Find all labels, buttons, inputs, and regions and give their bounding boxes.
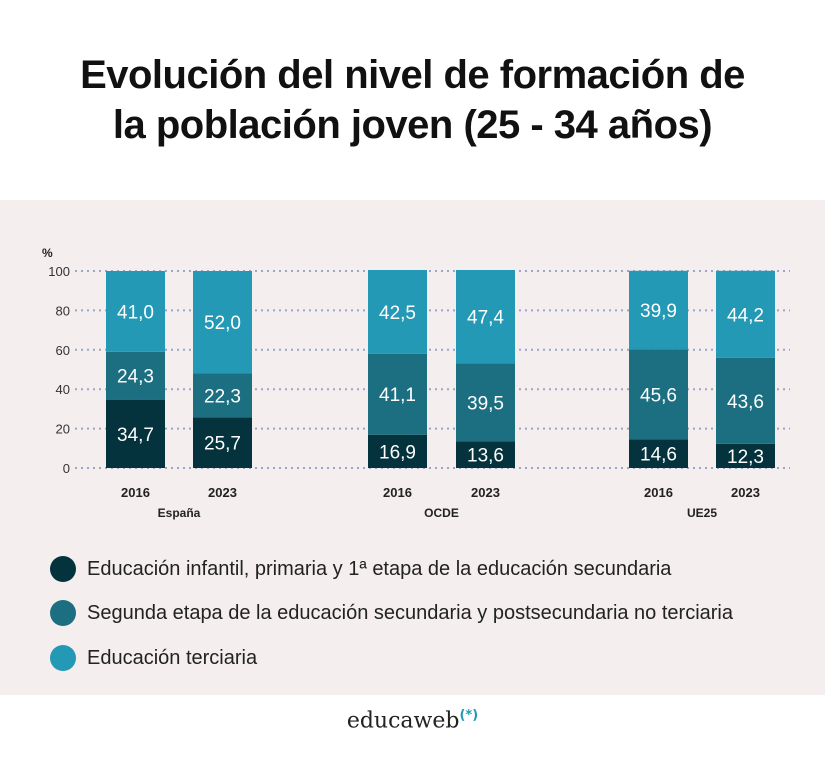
- group-label: España: [158, 506, 201, 520]
- bar-segment: [368, 353, 427, 435]
- x-tick-label: 2023: [208, 485, 237, 500]
- data-label: 41,0: [117, 302, 154, 323]
- brand-mark: (*): [459, 708, 479, 723]
- bar-segment: [368, 434, 427, 468]
- group-label: UE25: [687, 506, 717, 520]
- bar-segment: [456, 270, 515, 364]
- bar-segment: [629, 439, 688, 468]
- bar-segment: [716, 357, 775, 444]
- x-tick-label: 2016: [644, 485, 673, 500]
- x-tick-label: 2016: [383, 485, 412, 500]
- y-tick-label: 0: [63, 461, 70, 476]
- legend-swatch: [50, 556, 76, 582]
- legend-item-secondary: Segunda etapa de la educación secundaria…: [50, 600, 733, 626]
- legend-item-primary: Educación infantil, primaria y 1ª etapa …: [50, 556, 671, 582]
- data-label: 39,9: [640, 301, 677, 322]
- bar-segment: [106, 271, 165, 352]
- bar-segment: [193, 271, 252, 374]
- title-line-1: Evolución del nivel de formación de: [80, 53, 745, 97]
- bar-segment: [716, 270, 775, 358]
- brand-name: educaweb: [346, 708, 460, 734]
- data-label: 24,3: [117, 367, 154, 388]
- chart-title: Evolución del nivel de formación de la p…: [0, 50, 825, 150]
- y-tick-label: 20: [56, 422, 70, 437]
- data-label: 25,7: [204, 434, 241, 455]
- data-label: 44,2: [727, 305, 764, 326]
- bar-segment: [716, 443, 775, 468]
- x-tick-label: 2016: [121, 485, 150, 500]
- y-tick-label: 60: [56, 343, 70, 358]
- bar-segment: [456, 363, 515, 442]
- data-label: 43,6: [727, 392, 764, 413]
- bar-segment: [106, 351, 165, 400]
- bar-segment: [193, 417, 252, 468]
- legend-label: Segunda etapa de la educación secundaria…: [87, 601, 733, 624]
- legend-item-tertiary: Educación terciaria: [50, 645, 257, 671]
- y-tick-label: 40: [56, 382, 70, 397]
- data-label: 22,3: [204, 386, 241, 407]
- y-axis-label: %: [42, 246, 53, 260]
- legend-swatch: [50, 600, 76, 626]
- data-label: 16,9: [379, 442, 416, 463]
- bar-segment: [106, 399, 165, 468]
- legend-label: Educación terciaria: [87, 646, 258, 669]
- data-label: 14,6: [640, 445, 677, 466]
- group-label: OCDE: [424, 506, 459, 520]
- data-label: 34,7: [117, 425, 154, 446]
- data-label: 52,0: [204, 313, 241, 334]
- bar-segment: [368, 270, 427, 354]
- data-label: 42,5: [379, 303, 416, 324]
- bar-segment: [629, 270, 688, 350]
- y-tick-label: 80: [56, 303, 70, 318]
- brand-logo: educaweb(*): [0, 708, 825, 733]
- data-label: 47,4: [467, 308, 504, 329]
- data-label: 13,6: [467, 446, 504, 467]
- bar-segment: [456, 441, 515, 468]
- bar-segment: [193, 373, 252, 418]
- data-label: 45,6: [640, 385, 677, 406]
- x-tick-label: 2023: [731, 485, 760, 500]
- title-line-2: la población joven (25 - 34 años): [112, 103, 713, 147]
- y-tick-label: 100: [48, 264, 70, 279]
- data-label: 39,5: [467, 393, 504, 414]
- legend-label: Educación infantil, primaria y 1ª etapa …: [87, 557, 672, 580]
- data-label: 12,3: [727, 447, 764, 468]
- legend-swatch: [50, 645, 76, 671]
- bar-segment: [629, 349, 688, 440]
- data-label: 41,1: [379, 385, 416, 406]
- x-tick-label: 2023: [471, 485, 500, 500]
